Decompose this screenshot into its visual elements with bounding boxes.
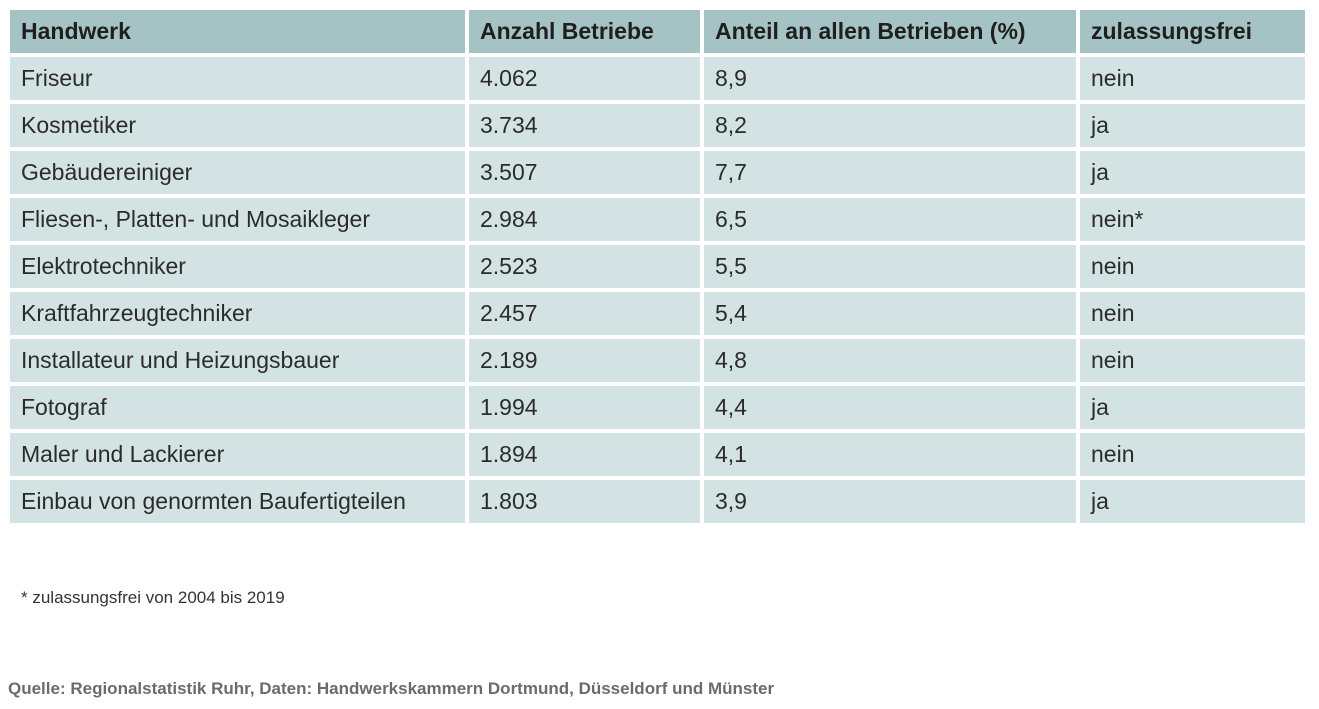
table-cell-handwerk: Fliesen-, Platten- und Mosaikleger [10,198,465,241]
table-cell-anteil: 8,2 [704,104,1076,147]
column-header-anteil: Anteil an allen Betrieben (%) [704,10,1076,53]
table-cell-zulassungsfrei: ja [1080,386,1305,429]
table-cell-zulassungsfrei: nein [1080,57,1305,100]
table-cell-anteil: 7,7 [704,151,1076,194]
table-cell-anzahl: 1.894 [469,433,700,476]
table-cell-zulassungsfrei: ja [1080,104,1305,147]
table-cell-zulassungsfrei: nein* [1080,198,1305,241]
table-cell-anteil: 3,9 [704,480,1076,523]
table-cell-anteil: 5,4 [704,292,1076,335]
table-cell-anzahl: 2.457 [469,292,700,335]
table-cell-zulassungsfrei: nein [1080,292,1305,335]
data-table: Handwerk Anzahl Betriebe Anteil an allen… [10,10,1305,523]
table-cell-handwerk: Friseur [10,57,465,100]
table-cell-zulassungsfrei: nein [1080,245,1305,288]
column-header-zulassungsfrei: zulassungsfrei [1080,10,1305,53]
table-cell-anteil: 4,8 [704,339,1076,382]
table-cell-handwerk: Maler und Lackierer [10,433,465,476]
column-header-anzahl-betriebe: Anzahl Betriebe [469,10,700,53]
table-cell-zulassungsfrei: ja [1080,151,1305,194]
column-header-handwerk: Handwerk [10,10,465,53]
table-cell-anteil: 6,5 [704,198,1076,241]
table-cell-handwerk: Elektrotechniker [10,245,465,288]
table-cell-handwerk: Fotograf [10,386,465,429]
table-cell-anteil: 5,5 [704,245,1076,288]
footnote: * zulassungsfrei von 2004 bis 2019 [21,588,285,607]
table-cell-anzahl: 2.523 [469,245,700,288]
table-cell-anzahl: 2.984 [469,198,700,241]
table-cell-handwerk: Kosmetiker [10,104,465,147]
table-cell-zulassungsfrei: nein [1080,339,1305,382]
table-cell-handwerk: Gebäudereiniger [10,151,465,194]
table-cell-handwerk: Kraftfahrzeugtechniker [10,292,465,335]
table-cell-handwerk: Einbau von genormten Baufertigteilen [10,480,465,523]
table-cell-anteil: 4,4 [704,386,1076,429]
table-cell-anteil: 4,1 [704,433,1076,476]
table-cell-anzahl: 1.994 [469,386,700,429]
table-cell-anteil: 8,9 [704,57,1076,100]
source-note: Quelle: Regionalstatistik Ruhr, Daten: H… [8,679,775,698]
table-cell-zulassungsfrei: ja [1080,480,1305,523]
table-cell-anzahl: 1.803 [469,480,700,523]
table-cell-anzahl: 2.189 [469,339,700,382]
table-cell-anzahl: 3.734 [469,104,700,147]
table-cell-zulassungsfrei: nein [1080,433,1305,476]
table-cell-anzahl: 4.062 [469,57,700,100]
table-cell-handwerk: Installateur und Heizungsbauer [10,339,465,382]
table-cell-anzahl: 3.507 [469,151,700,194]
